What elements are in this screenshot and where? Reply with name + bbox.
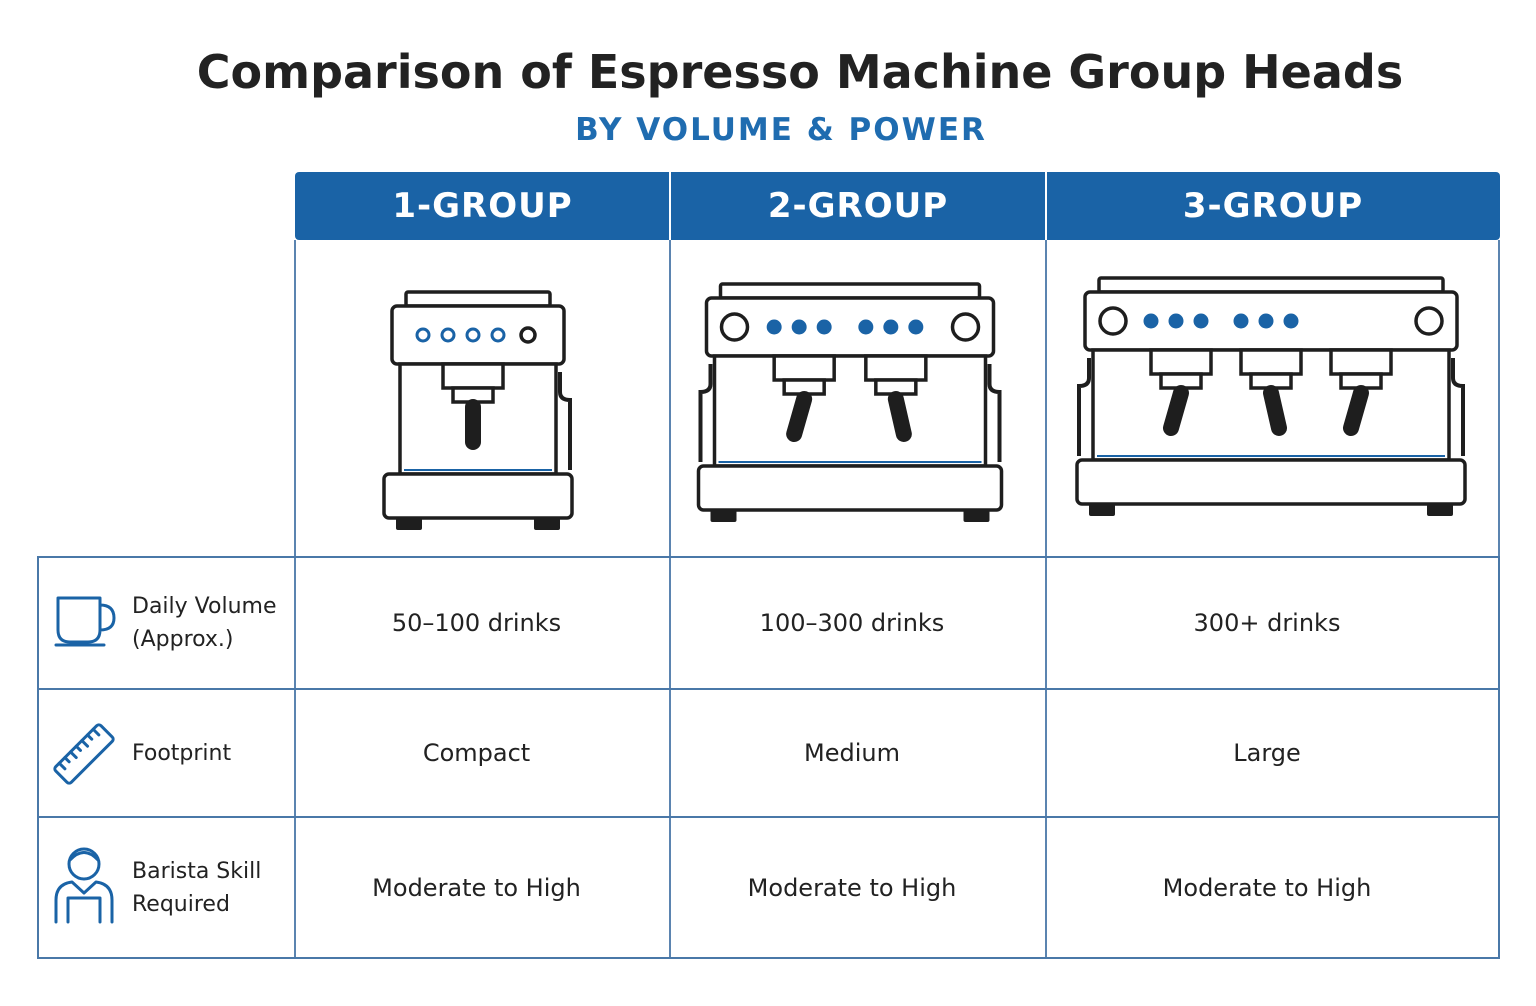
machine-part: [1263, 385, 1287, 436]
column-header: 2-GROUP: [767, 186, 949, 226]
machine-part: [696, 464, 1004, 512]
machine-part: [1168, 313, 1184, 329]
machine-part: [490, 327, 506, 343]
row-label: Barista Skill Required: [132, 858, 262, 917]
grid: [37, 172, 1500, 959]
machine-part: [440, 327, 456, 343]
machine-part: [534, 518, 560, 530]
machine-part: [710, 510, 737, 522]
machine-part: [1233, 313, 1249, 329]
machine-part: [712, 354, 988, 468]
machine-part: [786, 391, 813, 442]
machine-part: [772, 354, 836, 382]
machine-part: [908, 319, 924, 335]
machine-part: [1143, 313, 1159, 329]
machine-part: [1343, 385, 1369, 436]
machine-part: [441, 362, 505, 390]
machine-part: [1193, 313, 1209, 329]
machine-part: [858, 319, 874, 335]
cell-value: 100–300 drinks: [759, 609, 945, 637]
machine-part: [1283, 313, 1299, 329]
machine-part: [718, 282, 982, 300]
machine-part: [1075, 458, 1467, 506]
cell-value: Moderate to High: [1162, 873, 1372, 902]
machine-part: [382, 472, 574, 520]
machine-drawings: [382, 276, 1467, 530]
machine-part: [1149, 348, 1213, 376]
cell-value: 50–100 drinks: [391, 609, 562, 637]
machine-part: [1427, 504, 1453, 516]
row-icons: [53, 596, 116, 924]
cell-value: Moderate to High: [747, 873, 957, 902]
machine-part: [887, 391, 912, 442]
row-label: Footprint: [132, 740, 232, 766]
machine-part: [864, 354, 928, 382]
machine-part: [791, 319, 807, 335]
cell-value: Compact: [422, 739, 531, 767]
machine-part: [465, 327, 481, 343]
column-header: 1-GROUP: [392, 186, 573, 226]
machine-part: [883, 319, 899, 335]
machine-part: [719, 312, 750, 342]
machine-part: [987, 364, 1002, 462]
row-label: Daily Volume (Approx.): [132, 594, 277, 652]
machine-part: [404, 290, 552, 308]
machine-part: [698, 364, 713, 462]
machine-part: [816, 319, 832, 335]
machine-part: [1451, 358, 1465, 456]
machine-part: [1098, 306, 1128, 336]
machine-part: [950, 312, 981, 342]
cell-value: 300+ drinks: [1193, 609, 1341, 637]
cell-value: Large: [1233, 739, 1301, 767]
cell-value: Moderate to High: [372, 873, 581, 902]
machine-part: [1258, 313, 1274, 329]
machine-part: [519, 326, 537, 344]
machine-part: [558, 372, 572, 470]
machine-part: [704, 296, 996, 358]
column-header: 3-GROUP: [1182, 186, 1364, 226]
machine-part: [1414, 306, 1444, 336]
header-band: [295, 172, 1500, 240]
machine-part: [963, 510, 990, 522]
machine-part: [1239, 348, 1303, 376]
subtitle: BY VOLUME & POWER: [575, 112, 987, 148]
machine-part: [1089, 504, 1115, 516]
machine-part: [1163, 385, 1189, 436]
machine-part: [1329, 348, 1393, 376]
machine-part: [1077, 358, 1091, 456]
title: Comparison of Espresso Machine Group Hea…: [196, 45, 1404, 99]
machine-part: [415, 327, 431, 343]
cell-value: Medium: [804, 739, 900, 767]
machine-part: [396, 518, 422, 530]
machine-part: [766, 319, 782, 335]
machine-part: [1097, 276, 1445, 294]
